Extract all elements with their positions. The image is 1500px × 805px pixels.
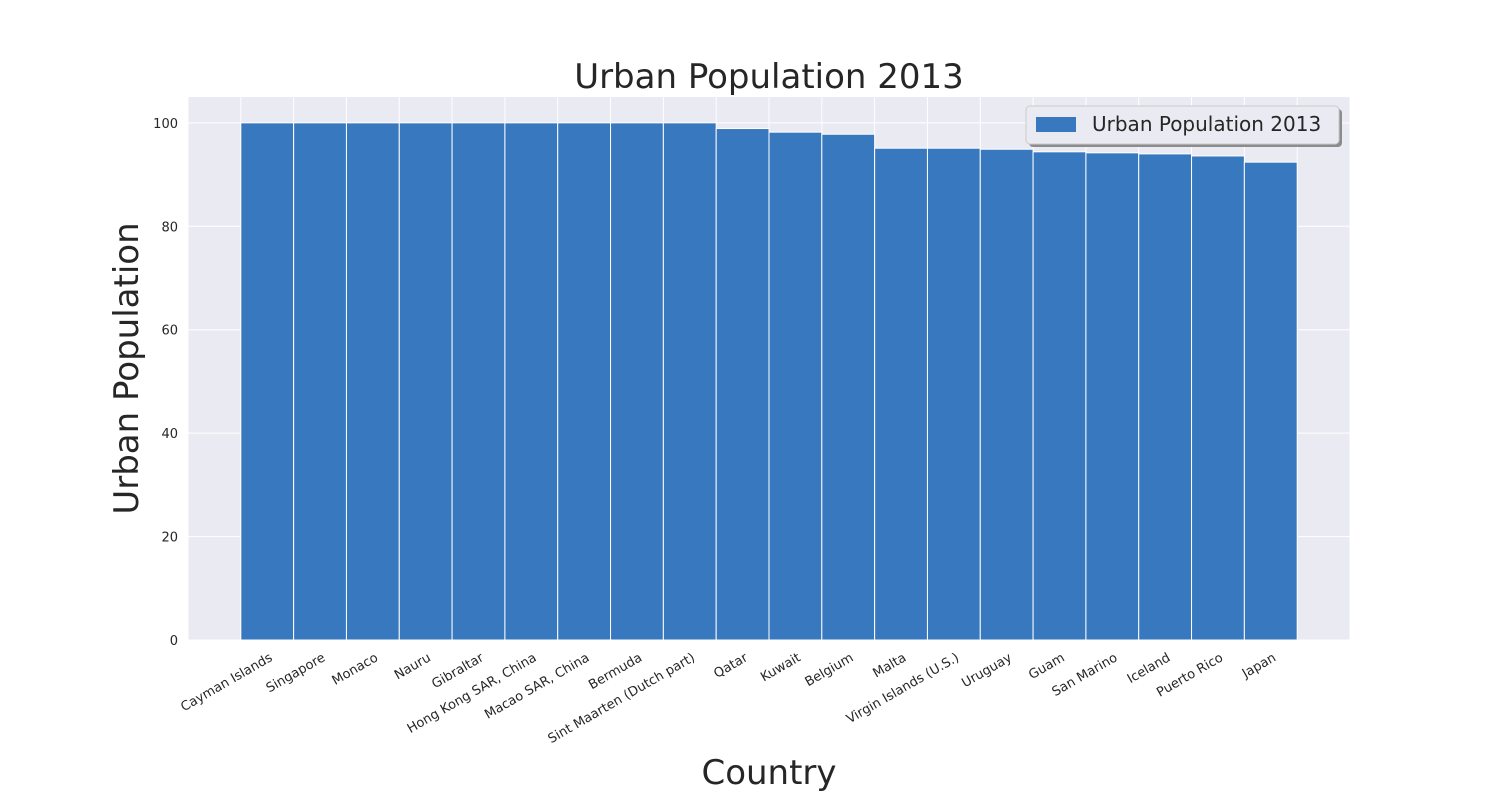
bar-singapore [293, 122, 347, 641]
bar-puerto-rico [1191, 155, 1245, 641]
legend-label: Urban Population 2013 [1092, 112, 1321, 136]
x-tick-label: Japan [1239, 650, 1279, 682]
bar-virgin-islands-u-s [926, 147, 981, 641]
y-axis-ticks: 0 20 40 60 80 100 [153, 117, 178, 649]
bar-monaco [345, 122, 400, 641]
bar-japan [1243, 161, 1298, 641]
bar-belgium [821, 133, 876, 641]
bar-nauru [398, 122, 453, 641]
bar-hong-kong-sar-china [504, 122, 559, 641]
x-tick-label: Nauru [392, 650, 434, 683]
bar-uruguay [979, 148, 1034, 641]
legend-box [1025, 105, 1340, 145]
bar-macao-sar-china [557, 122, 612, 641]
legend-swatch [1036, 117, 1076, 132]
bar-sint-maarten-dutch-part [662, 122, 717, 641]
x-tick-label: Qatar [711, 650, 751, 682]
chart-title: Urban Population 2013 [574, 57, 964, 97]
x-tick-label: Singapore [264, 650, 328, 696]
bar-bermuda [610, 122, 664, 641]
bar-gibraltar [451, 122, 506, 641]
y-tick-label: 100 [153, 117, 178, 132]
x-axis-label: Country [701, 753, 836, 793]
y-tick-label: 0 [170, 634, 178, 649]
x-tick-label: Uruguay [959, 650, 1015, 691]
bar-guam [1032, 151, 1087, 641]
y-tick-label: 60 [161, 324, 178, 339]
x-tick-label: Monaco [330, 650, 381, 688]
bar-iceland [1138, 153, 1193, 641]
bar-qatar [715, 128, 770, 641]
x-tick-label: Guam [1026, 650, 1067, 682]
x-tick-label: Belgium [803, 650, 857, 690]
bar-kuwait [768, 131, 823, 641]
bars [240, 122, 1298, 641]
bar-malta [874, 147, 928, 641]
bar-san-marino [1085, 152, 1140, 641]
y-axis-label: Urban Population [107, 222, 147, 514]
x-tick-label: Kuwait [758, 650, 803, 685]
y-tick-label: 40 [161, 427, 178, 442]
x-tick-label: Malta [870, 650, 909, 681]
y-tick-label: 80 [161, 220, 178, 235]
x-tick-label: Cayman Islands [178, 650, 275, 715]
legend: Urban Population 2013 [1025, 105, 1342, 147]
bar-cayman-islands [240, 122, 295, 641]
y-tick-label: 20 [161, 531, 178, 546]
